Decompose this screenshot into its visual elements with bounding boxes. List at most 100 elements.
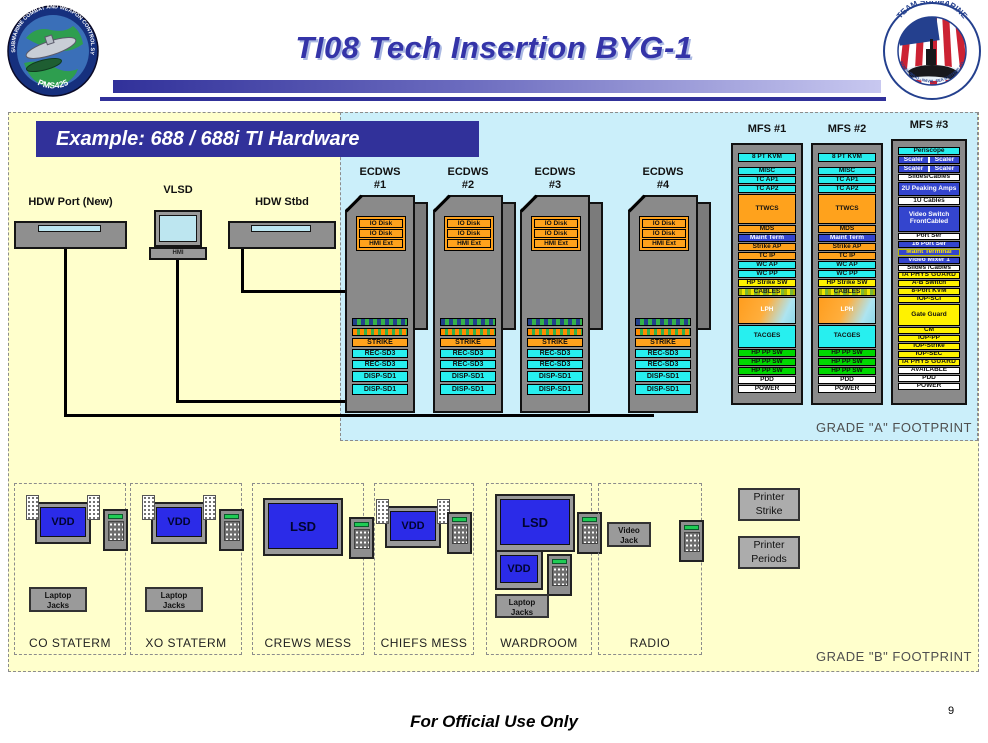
ecdws-bottom-module: STRIKE REC-SD3 REC-SD3 DISP-SD1 DISP-SD1 <box>527 318 583 397</box>
mfs-module-hp-pp-sw: HP PP SW <box>818 367 876 375</box>
mfs-module-hp-pp-sw: HP PP SW <box>818 358 876 366</box>
svg-text:PMS425: PMS425 <box>36 77 69 90</box>
mfs-module-slides-cables: Slides/Cables <box>898 174 960 181</box>
mfs-3-label: MFS #3 <box>909 119 949 131</box>
ecdws-bottom-module: STRIKE REC-SD3 REC-SD3 DISP-SD1 DISP-SD1 <box>440 318 496 397</box>
mfs-module-lph: LPH <box>738 297 796 324</box>
ecdws-module-strike: STRIKE <box>352 338 408 347</box>
mount-bracket-icon <box>437 499 450 524</box>
ecdws-module-rec-sd3: REC-SD3 <box>527 360 583 369</box>
keypad <box>103 509 128 551</box>
laptop-jacks: Laptop Jacks <box>145 587 203 612</box>
keypad <box>219 509 244 551</box>
ecdws-module-disp-sd1: DISP-SD1 <box>635 384 691 395</box>
keypad-keys <box>551 566 568 586</box>
pms425-label: PMS425 <box>36 77 69 90</box>
lsd-screen: LSD <box>268 503 338 549</box>
slide-title: TI08 Tech Insertion BYG-1 <box>295 30 693 65</box>
mfs-module-hp-pp-sw: HP PP SW <box>738 358 796 366</box>
mount-bracket-icon <box>142 495 155 520</box>
hdw-port-label: HDW Port (New) <box>28 196 113 208</box>
room-label: CREWS MESS <box>264 636 352 650</box>
patch-panel-strip <box>440 328 496 336</box>
ecdws-module-disp-sd1: DISP-SD1 <box>527 384 583 395</box>
mfs-module-tc-ap1: TC AP1 <box>738 176 796 184</box>
mfs-module-pdd: PDD <box>898 375 960 382</box>
ecdws-module-rec-sd3: REC-SD3 <box>440 349 496 358</box>
room-label: RADIO <box>629 636 671 650</box>
laptop-jacks: Laptop Jacks <box>29 587 87 612</box>
mfs-module-iop-sci: IOP-SCI <box>898 296 960 303</box>
room-wardroom: LSD VDD Laptop Jacks WARDROOM <box>486 483 602 655</box>
mfs-module-hp-pp-sw: HP PP SW <box>738 349 796 357</box>
ecdws-module-io-disk: IO Disk <box>642 229 686 238</box>
ecdws-module-disp-sd1: DISP-SD1 <box>352 371 408 382</box>
keypad <box>679 520 704 562</box>
mfs-module-mds: MDS <box>738 225 796 233</box>
mfs-module-hp-strike-sw: HP Strike SW <box>818 279 876 287</box>
ecdws-module-io-disk: IO Disk <box>534 229 578 238</box>
ecdws-4-side-panel <box>696 202 711 330</box>
ecdws-module-disp-sd1: DISP-SD1 <box>352 384 408 395</box>
header-gradient-bar <box>113 80 881 93</box>
mount-bracket-icon <box>87 495 100 520</box>
keypad-keys <box>683 532 700 552</box>
ecdws-module-hmi-ext: HMI Ext <box>642 239 686 248</box>
ecdws-top-module: IO Disk IO Disk HMI Ext <box>531 216 581 251</box>
mfs-module-ia-phys-guard: IA PHYS GUARD <box>898 359 960 366</box>
mfs-module-8-pt-kvm: 8 PT KVM <box>738 153 796 162</box>
printer-periods: Printer Periods <box>738 536 800 569</box>
mfs-module-ttwcs: TTWCS <box>738 194 796 224</box>
mount-bracket-icon <box>26 495 39 520</box>
vdd-screen: VDD <box>390 511 436 541</box>
vlsd-screen <box>159 215 197 242</box>
mfs-module-tc-ip: TC IP <box>738 252 796 260</box>
room-label: CO STATERM <box>29 636 111 650</box>
vdd-screen: VDD <box>40 507 86 537</box>
keypad-screen <box>354 522 369 527</box>
ecdws-module-disp-sd1: DISP-SD1 <box>635 371 691 382</box>
mfs-module-hp-strike-sw: HP Strike SW <box>738 279 796 287</box>
cable-hdw-stbd-horizontal <box>241 290 354 293</box>
room-chiefs-mess: VDD CHIEFS MESS <box>374 483 474 655</box>
patch-panel-strip <box>635 328 691 336</box>
hdw-stbd-unit <box>228 221 336 249</box>
mount-bracket-icon <box>203 495 216 520</box>
mfs-module-ttwcs: TTWCS <box>818 194 876 224</box>
mfs-module-iop-strike: IOP-Strike <box>898 343 960 350</box>
keypad-screen <box>224 514 239 519</box>
mfs-module-video-mixer-1: Video Mixer 1 <box>898 257 960 264</box>
mfs-module-pdd: PDD <box>818 376 876 384</box>
ecdws-module-hmi-ext: HMI Ext <box>447 239 491 248</box>
vlsd-label: VLSD <box>163 184 193 196</box>
mfs-module-available: AVAILABLE <box>898 367 960 374</box>
mfs-module-tacges: TACGES <box>738 325 796 348</box>
keypad <box>577 512 602 554</box>
mfs-module-maint-term: Maint Term <box>818 234 876 242</box>
vdd-screen: VDD <box>500 555 538 583</box>
ecdws-module-rec-sd3: REC-SD3 <box>352 349 408 358</box>
vdd-display: VDD <box>376 499 450 548</box>
keypad-keys <box>353 529 370 549</box>
keypad <box>447 512 472 554</box>
mfs-module-wc-ap: WC AP <box>738 261 796 269</box>
mfs-module-wc-ap: WC AP <box>818 261 876 269</box>
io-connector-strip <box>527 318 583 326</box>
lsd-display: LSD <box>495 494 575 552</box>
keypad-keys <box>107 521 124 541</box>
mfs-module-hp-pp-sw: HP PP SW <box>818 349 876 357</box>
mfs-module-gate-guard: Gate Guard <box>898 304 960 326</box>
ecdws-module-hmi-ext: HMI Ext <box>534 239 578 248</box>
ecdws-module-io-disk: IO Disk <box>447 229 491 238</box>
mfs-module-maint-term: Maint Term <box>738 234 796 242</box>
room-label: WARDROOM <box>500 636 578 650</box>
pms425-logo: SUBMARINE COMBAT AND WEAPON CONTROL SYST… <box>4 0 100 104</box>
mfs-module-strike-ap: Strike AP <box>818 243 876 251</box>
mfs-module-cables: CABLES <box>738 288 796 296</box>
keypad-screen <box>452 517 467 522</box>
ecdws-top-module: IO Disk IO Disk HMI Ext <box>639 216 689 251</box>
mfs-module-wc-pp: WC PP <box>818 270 876 278</box>
ecdws-module-disp-sd1: DISP-SD1 <box>440 371 496 382</box>
ecdws-bottom-module: STRIKE REC-SD3 REC-SD3 DISP-SD1 DISP-SD1 <box>352 318 408 397</box>
mfs-3-module-stack: Periscope Scaler Scaler Scaler Scaler Slides/… <box>898 147 960 391</box>
